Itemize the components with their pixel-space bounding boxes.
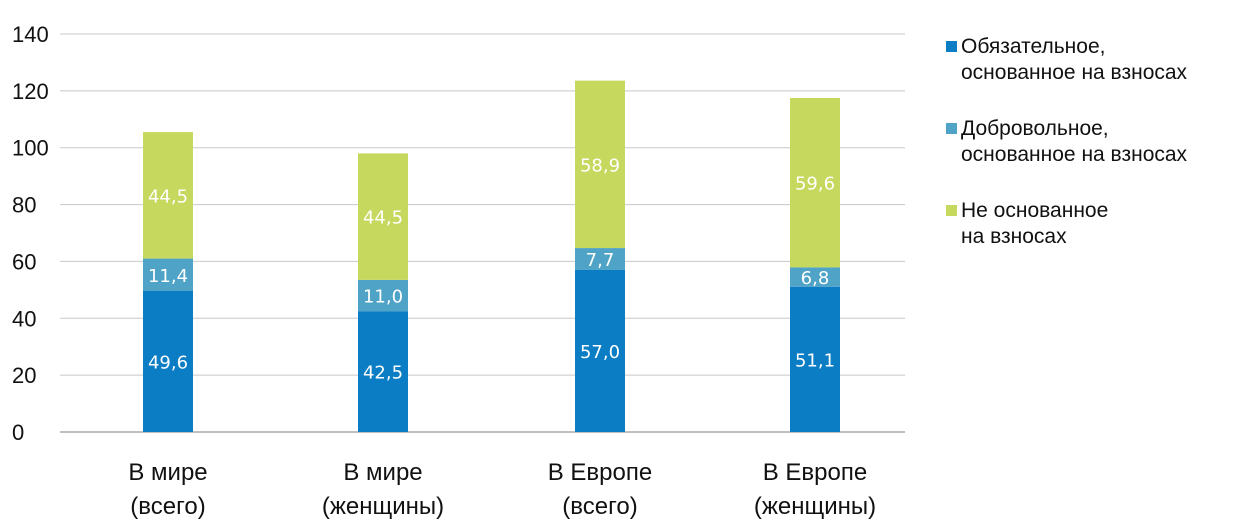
x-category-label: В Европе xyxy=(548,459,652,486)
x-category-label: В мире xyxy=(343,459,422,486)
data-label: 11,0 xyxy=(363,287,403,308)
legend-label-non-contributory: Не основанное на взносах xyxy=(961,199,1109,248)
data-label: 51,1 xyxy=(795,350,835,371)
y-tick-label: 120 xyxy=(12,79,49,104)
bar-segment xyxy=(575,248,625,270)
bar-segment xyxy=(143,290,193,432)
data-label: 59,6 xyxy=(795,174,835,195)
bar-segment xyxy=(358,311,408,432)
x-category-label: (женщины) xyxy=(322,493,444,520)
data-label: 42,5 xyxy=(363,363,403,384)
legend-swatch-mandatory xyxy=(946,41,957,52)
bar-segment xyxy=(790,267,840,287)
x-category-label: В Европе xyxy=(763,459,867,486)
data-label: 57,0 xyxy=(580,342,620,363)
x-category-label: В мире xyxy=(128,459,207,486)
y-tick-label: 140 xyxy=(12,22,49,47)
legend: Обязательное, основанное на взносах Добр… xyxy=(946,34,1236,250)
bar-segment xyxy=(790,286,840,432)
legend-label-voluntary: Добровольное, основанное на взносах xyxy=(961,117,1188,166)
bar-segment xyxy=(575,80,625,249)
bar-segment xyxy=(143,258,193,291)
y-tick-label: 100 xyxy=(12,136,49,161)
legend-item-mandatory: Обязательное, основанное на взносах xyxy=(946,34,1236,86)
data-label: 6,8 xyxy=(801,268,830,289)
legend-swatch-voluntary xyxy=(946,123,957,134)
x-category-label: (всего) xyxy=(130,493,205,520)
y-tick-label: 80 xyxy=(12,193,36,218)
bar-segment xyxy=(790,97,840,268)
legend-label-mandatory: Обязательное, основанное на взносах xyxy=(961,35,1188,84)
data-label: 44,5 xyxy=(148,186,188,207)
data-label: 11,4 xyxy=(148,266,188,287)
data-label: 49,6 xyxy=(148,352,188,373)
legend-item-voluntary: Добровольное, основанное на взносах xyxy=(946,116,1236,168)
y-tick-label: 60 xyxy=(12,249,36,274)
data-label: 7,7 xyxy=(586,250,615,271)
bar-segment xyxy=(358,153,408,280)
legend-item-non-contributory: Не основанное на взносах xyxy=(946,198,1236,250)
data-label: 44,5 xyxy=(363,208,403,229)
x-category-label: (женщины) xyxy=(754,493,876,520)
data-label: 58,9 xyxy=(580,155,620,176)
y-tick-label: 20 xyxy=(12,363,36,388)
legend-swatch-non-contributory xyxy=(946,205,957,216)
bar-segment xyxy=(358,279,408,312)
bar-segment xyxy=(143,132,193,259)
bar-segment xyxy=(575,269,625,432)
y-tick-label: 0 xyxy=(12,420,24,445)
y-tick-label: 40 xyxy=(12,306,36,331)
x-category-label: (всего) xyxy=(562,493,637,520)
